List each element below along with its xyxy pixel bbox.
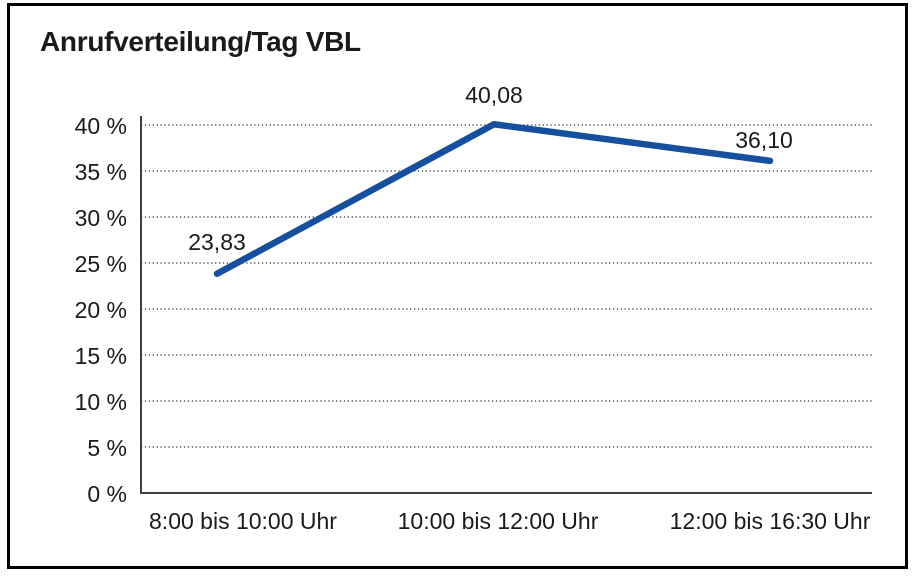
x-tick-label: 12:00 bis 16:30 Uhr — [670, 508, 871, 534]
y-tick-label: 0 % — [87, 481, 127, 507]
chart-title: Anrufverteilung/Tag VBL — [40, 26, 361, 57]
x-tick-label: 8:00 bis 10:00 Uhr — [149, 508, 337, 534]
y-tick-label: 20 % — [75, 297, 127, 323]
y-tick-label: 25 % — [75, 251, 127, 277]
data-point-label: 40,08 — [465, 82, 523, 108]
data-point-label: 36,10 — [735, 127, 793, 153]
y-tick-label: 15 % — [75, 343, 127, 369]
y-tick-label: 40 % — [75, 113, 127, 139]
y-tick-label: 10 % — [75, 389, 127, 415]
y-tick-label: 5 % — [87, 435, 127, 461]
x-tick-label: 10:00 bis 12:00 Uhr — [398, 508, 599, 534]
data-point-label: 23,83 — [188, 229, 246, 255]
y-tick-label: 35 % — [75, 159, 127, 185]
data-series-line — [213, 121, 774, 278]
y-tick-label: 30 % — [75, 205, 127, 231]
chart-frame — [7, 3, 908, 569]
